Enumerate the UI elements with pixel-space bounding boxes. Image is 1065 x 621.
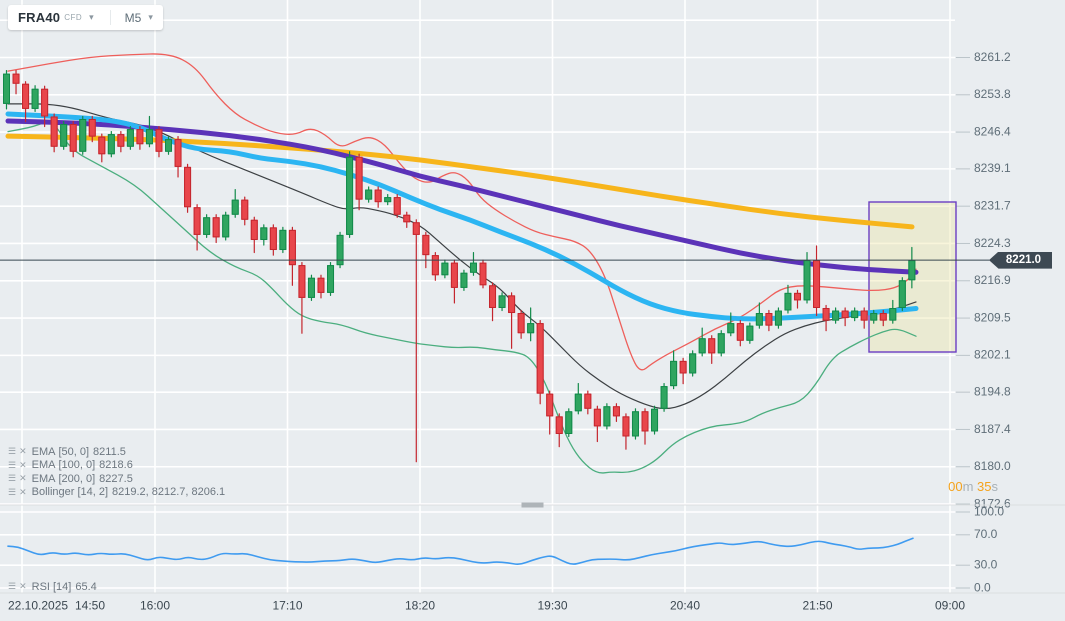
indicator-remove-icon[interactable]: ✕ — [19, 446, 27, 456]
indicator-legend-ema50: ☰ ✕ EMA [50, 0] 8211.5 — [8, 445, 126, 458]
indicator-name: RSI — [31, 580, 50, 593]
countdown-minutes-unit: m — [962, 479, 974, 494]
countdown-seconds-unit: s — [991, 479, 999, 494]
chevron-down-icon: ▾ — [89, 12, 94, 22]
timeframe-label: M5 — [124, 10, 142, 25]
indicator-legend-bollinger: ☰ ✕ Bollinger [14, 2] 8219.2, 8212.7, 8206… — [8, 486, 225, 499]
chevron-down-icon: ▾ — [148, 12, 153, 22]
indicator-params: [14] — [52, 580, 72, 593]
indicator-name: EMA — [31, 459, 56, 471]
indicator-value: 8227.5 — [99, 472, 133, 485]
indicator-value: 8211.5 — [93, 445, 126, 458]
indicator-legend-ema200: ☰ ✕ EMA [200, 0] 8227.5 — [8, 472, 133, 485]
indicator-name: Bollinger — [31, 486, 75, 498]
indicator-params: [14, 2] — [77, 486, 109, 498]
symbol-name: FRA40 — [18, 10, 61, 25]
indicator-legend-ema100: ☰ ✕ EMA [100, 0] 8218.6 — [8, 459, 133, 472]
indicator-value: 65.4 — [75, 580, 97, 593]
symbol-toolbar: FRA40 CFD ▾ M5 ▾ — [8, 5, 163, 30]
indicator-name: EMA — [31, 472, 56, 485]
indicator-params: [100, 0] — [58, 459, 96, 471]
indicator-value: 8219.2, 8212.7, 8206.1 — [112, 486, 226, 498]
indicator-settings-icon[interactable]: ☰ — [8, 446, 17, 456]
toolbar-divider — [109, 10, 111, 25]
indicator-settings-icon[interactable]: ☰ — [8, 581, 17, 591]
indicator-remove-icon[interactable]: ✕ — [19, 581, 27, 591]
indicator-params: [200, 0] — [58, 472, 96, 485]
indicator-legend-rsi: ☰ ✕ RSI [14] 65.4 — [8, 580, 97, 593]
countdown-minutes: 00 — [948, 479, 963, 494]
indicator-settings-icon[interactable]: ☰ — [8, 486, 17, 497]
indicator-remove-icon[interactable]: ✕ — [19, 486, 27, 497]
indicator-name: EMA — [31, 445, 56, 458]
candle-countdown-timer: 00m 35s — [918, 479, 998, 494]
indicator-remove-icon[interactable]: ✕ — [19, 473, 27, 483]
indicator-params: [50, 0] — [58, 445, 90, 458]
indicator-remove-icon[interactable]: ✕ — [19, 459, 27, 470]
indicator-value: 8218.6 — [99, 459, 133, 471]
symbol-selector[interactable]: FRA40 CFD ▾ — [18, 10, 94, 25]
indicator-settings-icon[interactable]: ☰ — [8, 459, 17, 470]
indicator-settings-icon[interactable]: ☰ — [8, 473, 17, 483]
timeframe-selector[interactable]: M5 ▾ — [125, 11, 153, 25]
current-price-marker: 8221.0 — [989, 251, 1052, 269]
countdown-seconds: 35 — [977, 479, 992, 494]
symbol-type-label: CFD — [64, 13, 83, 22]
